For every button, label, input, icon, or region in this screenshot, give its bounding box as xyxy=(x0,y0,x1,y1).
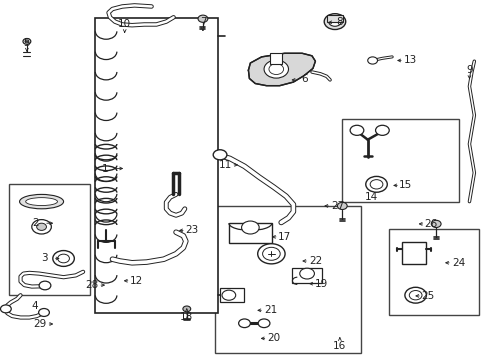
Text: 5: 5 xyxy=(23,38,30,48)
Text: 2: 2 xyxy=(32,218,39,228)
Text: 6: 6 xyxy=(300,74,307,84)
Circle shape xyxy=(183,306,190,312)
Text: 13: 13 xyxy=(403,55,417,66)
Text: 16: 16 xyxy=(332,341,346,351)
Circle shape xyxy=(32,220,51,234)
Circle shape xyxy=(0,305,11,313)
Circle shape xyxy=(213,150,226,160)
Circle shape xyxy=(241,221,259,234)
Circle shape xyxy=(258,319,269,328)
Circle shape xyxy=(365,176,386,192)
Text: 23: 23 xyxy=(184,225,198,235)
Bar xyxy=(292,268,321,283)
Bar xyxy=(95,18,217,313)
Text: 12: 12 xyxy=(130,276,143,286)
Text: 29: 29 xyxy=(33,319,47,329)
Bar xyxy=(220,288,244,302)
Text: 22: 22 xyxy=(308,256,322,266)
Bar xyxy=(388,229,478,315)
Text: 20: 20 xyxy=(267,333,280,343)
Text: 24: 24 xyxy=(451,258,465,268)
Text: 7: 7 xyxy=(199,17,206,27)
Text: 4: 4 xyxy=(32,301,39,311)
Text: 11: 11 xyxy=(218,160,231,170)
Circle shape xyxy=(299,268,314,279)
Polygon shape xyxy=(248,53,315,86)
Circle shape xyxy=(430,220,440,228)
Bar xyxy=(326,15,343,22)
Circle shape xyxy=(375,125,388,135)
Text: 17: 17 xyxy=(277,232,291,242)
Bar xyxy=(401,242,426,264)
Bar xyxy=(270,53,282,64)
Circle shape xyxy=(404,287,426,303)
Circle shape xyxy=(408,291,421,300)
Text: 26: 26 xyxy=(424,219,437,229)
Text: 25: 25 xyxy=(420,291,434,301)
Text: 10: 10 xyxy=(118,19,131,30)
Circle shape xyxy=(39,309,49,316)
Circle shape xyxy=(23,39,31,44)
Text: 19: 19 xyxy=(314,279,328,289)
Circle shape xyxy=(25,40,29,43)
Text: 27: 27 xyxy=(330,201,344,211)
Circle shape xyxy=(268,64,283,75)
Circle shape xyxy=(39,281,51,290)
Text: 14: 14 xyxy=(364,192,378,202)
Text: 18: 18 xyxy=(180,312,193,322)
Circle shape xyxy=(198,15,207,22)
Text: 8: 8 xyxy=(336,17,343,27)
Circle shape xyxy=(324,14,345,30)
Text: 21: 21 xyxy=(263,305,277,315)
Circle shape xyxy=(369,180,382,189)
Text: 1: 1 xyxy=(102,164,108,174)
Bar xyxy=(215,206,360,353)
Bar xyxy=(342,119,458,202)
Bar xyxy=(228,223,271,243)
Text: 28: 28 xyxy=(85,280,99,290)
Circle shape xyxy=(58,254,69,263)
Circle shape xyxy=(337,202,346,210)
Circle shape xyxy=(262,247,280,260)
Ellipse shape xyxy=(26,198,58,206)
Circle shape xyxy=(328,17,341,26)
Circle shape xyxy=(349,125,363,135)
Circle shape xyxy=(222,290,235,300)
Circle shape xyxy=(367,57,377,64)
Circle shape xyxy=(53,251,74,266)
Text: 9: 9 xyxy=(465,65,472,75)
Text: 15: 15 xyxy=(398,180,412,190)
Circle shape xyxy=(238,319,250,328)
Text: 3: 3 xyxy=(41,253,47,264)
Bar xyxy=(9,184,90,295)
Circle shape xyxy=(37,223,46,230)
Circle shape xyxy=(257,244,285,264)
Ellipse shape xyxy=(20,194,63,209)
Circle shape xyxy=(264,60,288,78)
